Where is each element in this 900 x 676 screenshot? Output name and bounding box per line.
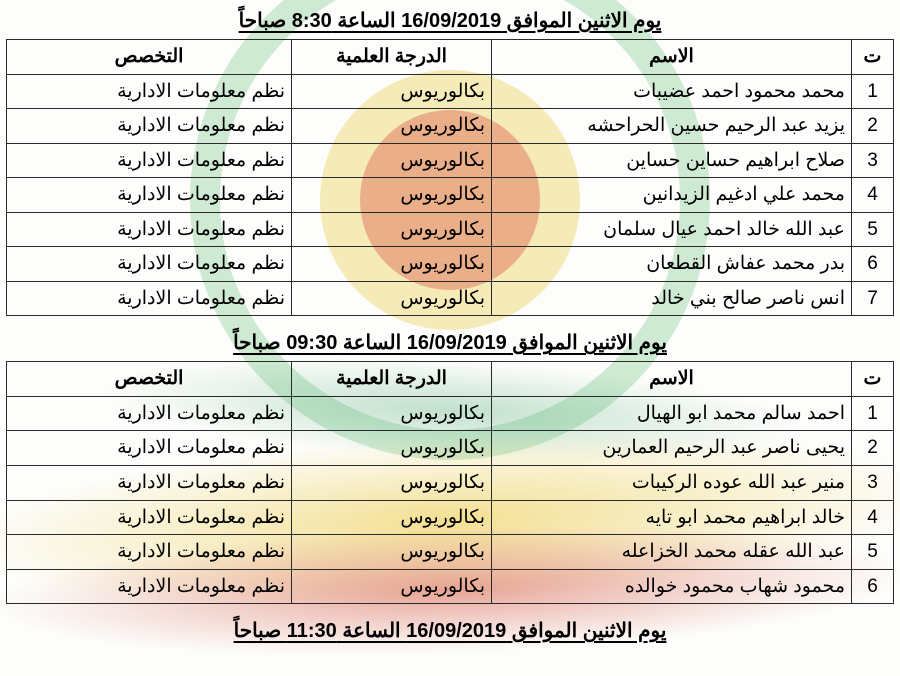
cell-spec: نظم معلومات الادارية (7, 569, 292, 604)
cell-spec: نظم معلومات الادارية (7, 431, 292, 466)
cell-idx: 2 (852, 109, 894, 144)
cell-name: انس ناصر صالح بني خالد (492, 281, 852, 316)
cell-degree: بكالوريوس (292, 535, 492, 570)
cell-spec: نظم معلومات الادارية (7, 178, 292, 213)
cell-name: بدر محمد عفاش القطعان (492, 247, 852, 282)
cell-degree: بكالوريوس (292, 569, 492, 604)
cell-degree: بكالوريوس (292, 281, 492, 316)
cell-spec: نظم معلومات الادارية (7, 212, 292, 247)
page-content: يوم الاثنين الموافق 16/09/2019 الساعة 8:… (0, 0, 900, 643)
section-title: يوم الاثنين الموافق 16/09/2019 الساعة 09… (6, 330, 894, 355)
table-row: 4خالد ابراهيم محمد ابو تايهبكالوريوسنظم … (7, 500, 894, 535)
schedule-table: تالاسمالدرجة العلميةالتخصص1محمد محمود اح… (6, 39, 894, 316)
cell-name: صلاح ابراهيم حساين حساين (492, 143, 852, 178)
cell-degree: بكالوريوس (292, 247, 492, 282)
col-degree: الدرجة العلمية (292, 40, 492, 75)
col-idx: ت (852, 362, 894, 397)
col-spec: التخصص (7, 362, 292, 397)
cell-spec: نظم معلومات الادارية (7, 396, 292, 431)
col-idx: ت (852, 40, 894, 75)
col-degree: الدرجة العلمية (292, 362, 492, 397)
cell-spec: نظم معلومات الادارية (7, 500, 292, 535)
cell-idx: 3 (852, 466, 894, 501)
cell-degree: بكالوريوس (292, 212, 492, 247)
cell-idx: 1 (852, 396, 894, 431)
cell-name: خالد ابراهيم محمد ابو تايه (492, 500, 852, 535)
cell-spec: نظم معلومات الادارية (7, 466, 292, 501)
schedule-table: تالاسمالدرجة العلميةالتخصص1احمد سالم محم… (6, 361, 894, 604)
cell-spec: نظم معلومات الادارية (7, 109, 292, 144)
cell-idx: 4 (852, 178, 894, 213)
table-header-row: تالاسمالدرجة العلميةالتخصص (7, 362, 894, 397)
cell-name: يحيى ناصر عبد الرحيم العمارين (492, 431, 852, 466)
cell-idx: 6 (852, 247, 894, 282)
cell-idx: 2 (852, 431, 894, 466)
cell-name: محمد محمود احمد عضيبات (492, 74, 852, 109)
cell-name: منير عبد الله عوده الركيبات (492, 466, 852, 501)
col-name: الاسم (492, 40, 852, 75)
cell-degree: بكالوريوس (292, 396, 492, 431)
cell-idx: 7 (852, 281, 894, 316)
cell-name: محمد علي ادغيم الزيدانين (492, 178, 852, 213)
cell-idx: 4 (852, 500, 894, 535)
cell-degree: بكالوريوس (292, 466, 492, 501)
table-row: 3منير عبد الله عوده الركيباتبكالوريوسنظم… (7, 466, 894, 501)
table-row: 3صلاح ابراهيم حساين حساينبكالوريوسنظم مع… (7, 143, 894, 178)
cell-degree: بكالوريوس (292, 431, 492, 466)
cell-name: يزيد عبد الرحيم حسين الحراحشه (492, 109, 852, 144)
table-row: 5عبد الله عقله محمد الخزاعلهبكالوريوسنظم… (7, 535, 894, 570)
table-row: 4محمد علي ادغيم الزيدانينبكالوريوسنظم مع… (7, 178, 894, 213)
col-name: الاسم (492, 362, 852, 397)
cell-degree: بكالوريوس (292, 143, 492, 178)
cell-idx: 3 (852, 143, 894, 178)
table-row: 6بدر محمد عفاش القطعانبكالوريوسنظم معلوم… (7, 247, 894, 282)
cell-degree: بكالوريوس (292, 109, 492, 144)
col-spec: التخصص (7, 40, 292, 75)
cell-spec: نظم معلومات الادارية (7, 74, 292, 109)
table-row: 7انس ناصر صالح بني خالدبكالوريوسنظم معلو… (7, 281, 894, 316)
section-title: يوم الاثنين الموافق 16/09/2019 الساعة 11… (6, 618, 894, 643)
table-row: 2يزيد عبد الرحيم حسين الحراحشهبكالوريوسن… (7, 109, 894, 144)
section-gap (6, 604, 894, 614)
cell-idx: 5 (852, 535, 894, 570)
cell-degree: بكالوريوس (292, 74, 492, 109)
cell-degree: بكالوريوس (292, 500, 492, 535)
cell-spec: نظم معلومات الادارية (7, 535, 292, 570)
table-row: 5عبد الله خالد احمد عيال سلمانبكالوريوسن… (7, 212, 894, 247)
table-header-row: تالاسمالدرجة العلميةالتخصص (7, 40, 894, 75)
cell-spec: نظم معلومات الادارية (7, 281, 292, 316)
table-row: 6محمود شهاب محمود خوالدهبكالوريوسنظم معل… (7, 569, 894, 604)
cell-name: عبد الله عقله محمد الخزاعله (492, 535, 852, 570)
cell-idx: 5 (852, 212, 894, 247)
section-title: يوم الاثنين الموافق 16/09/2019 الساعة 8:… (6, 8, 894, 33)
cell-name: عبد الله خالد احمد عيال سلمان (492, 212, 852, 247)
cell-idx: 6 (852, 569, 894, 604)
cell-spec: نظم معلومات الادارية (7, 247, 292, 282)
cell-degree: بكالوريوس (292, 178, 492, 213)
cell-idx: 1 (852, 74, 894, 109)
table-row: 1احمد سالم محمد ابو الهيالبكالوريوسنظم م… (7, 396, 894, 431)
table-row: 1محمد محمود احمد عضيباتبكالوريوسنظم معلو… (7, 74, 894, 109)
section-gap (6, 316, 894, 326)
cell-spec: نظم معلومات الادارية (7, 143, 292, 178)
cell-name: احمد سالم محمد ابو الهيال (492, 396, 852, 431)
cell-name: محمود شهاب محمود خوالده (492, 569, 852, 604)
table-row: 2يحيى ناصر عبد الرحيم العمارينبكالوريوسن… (7, 431, 894, 466)
